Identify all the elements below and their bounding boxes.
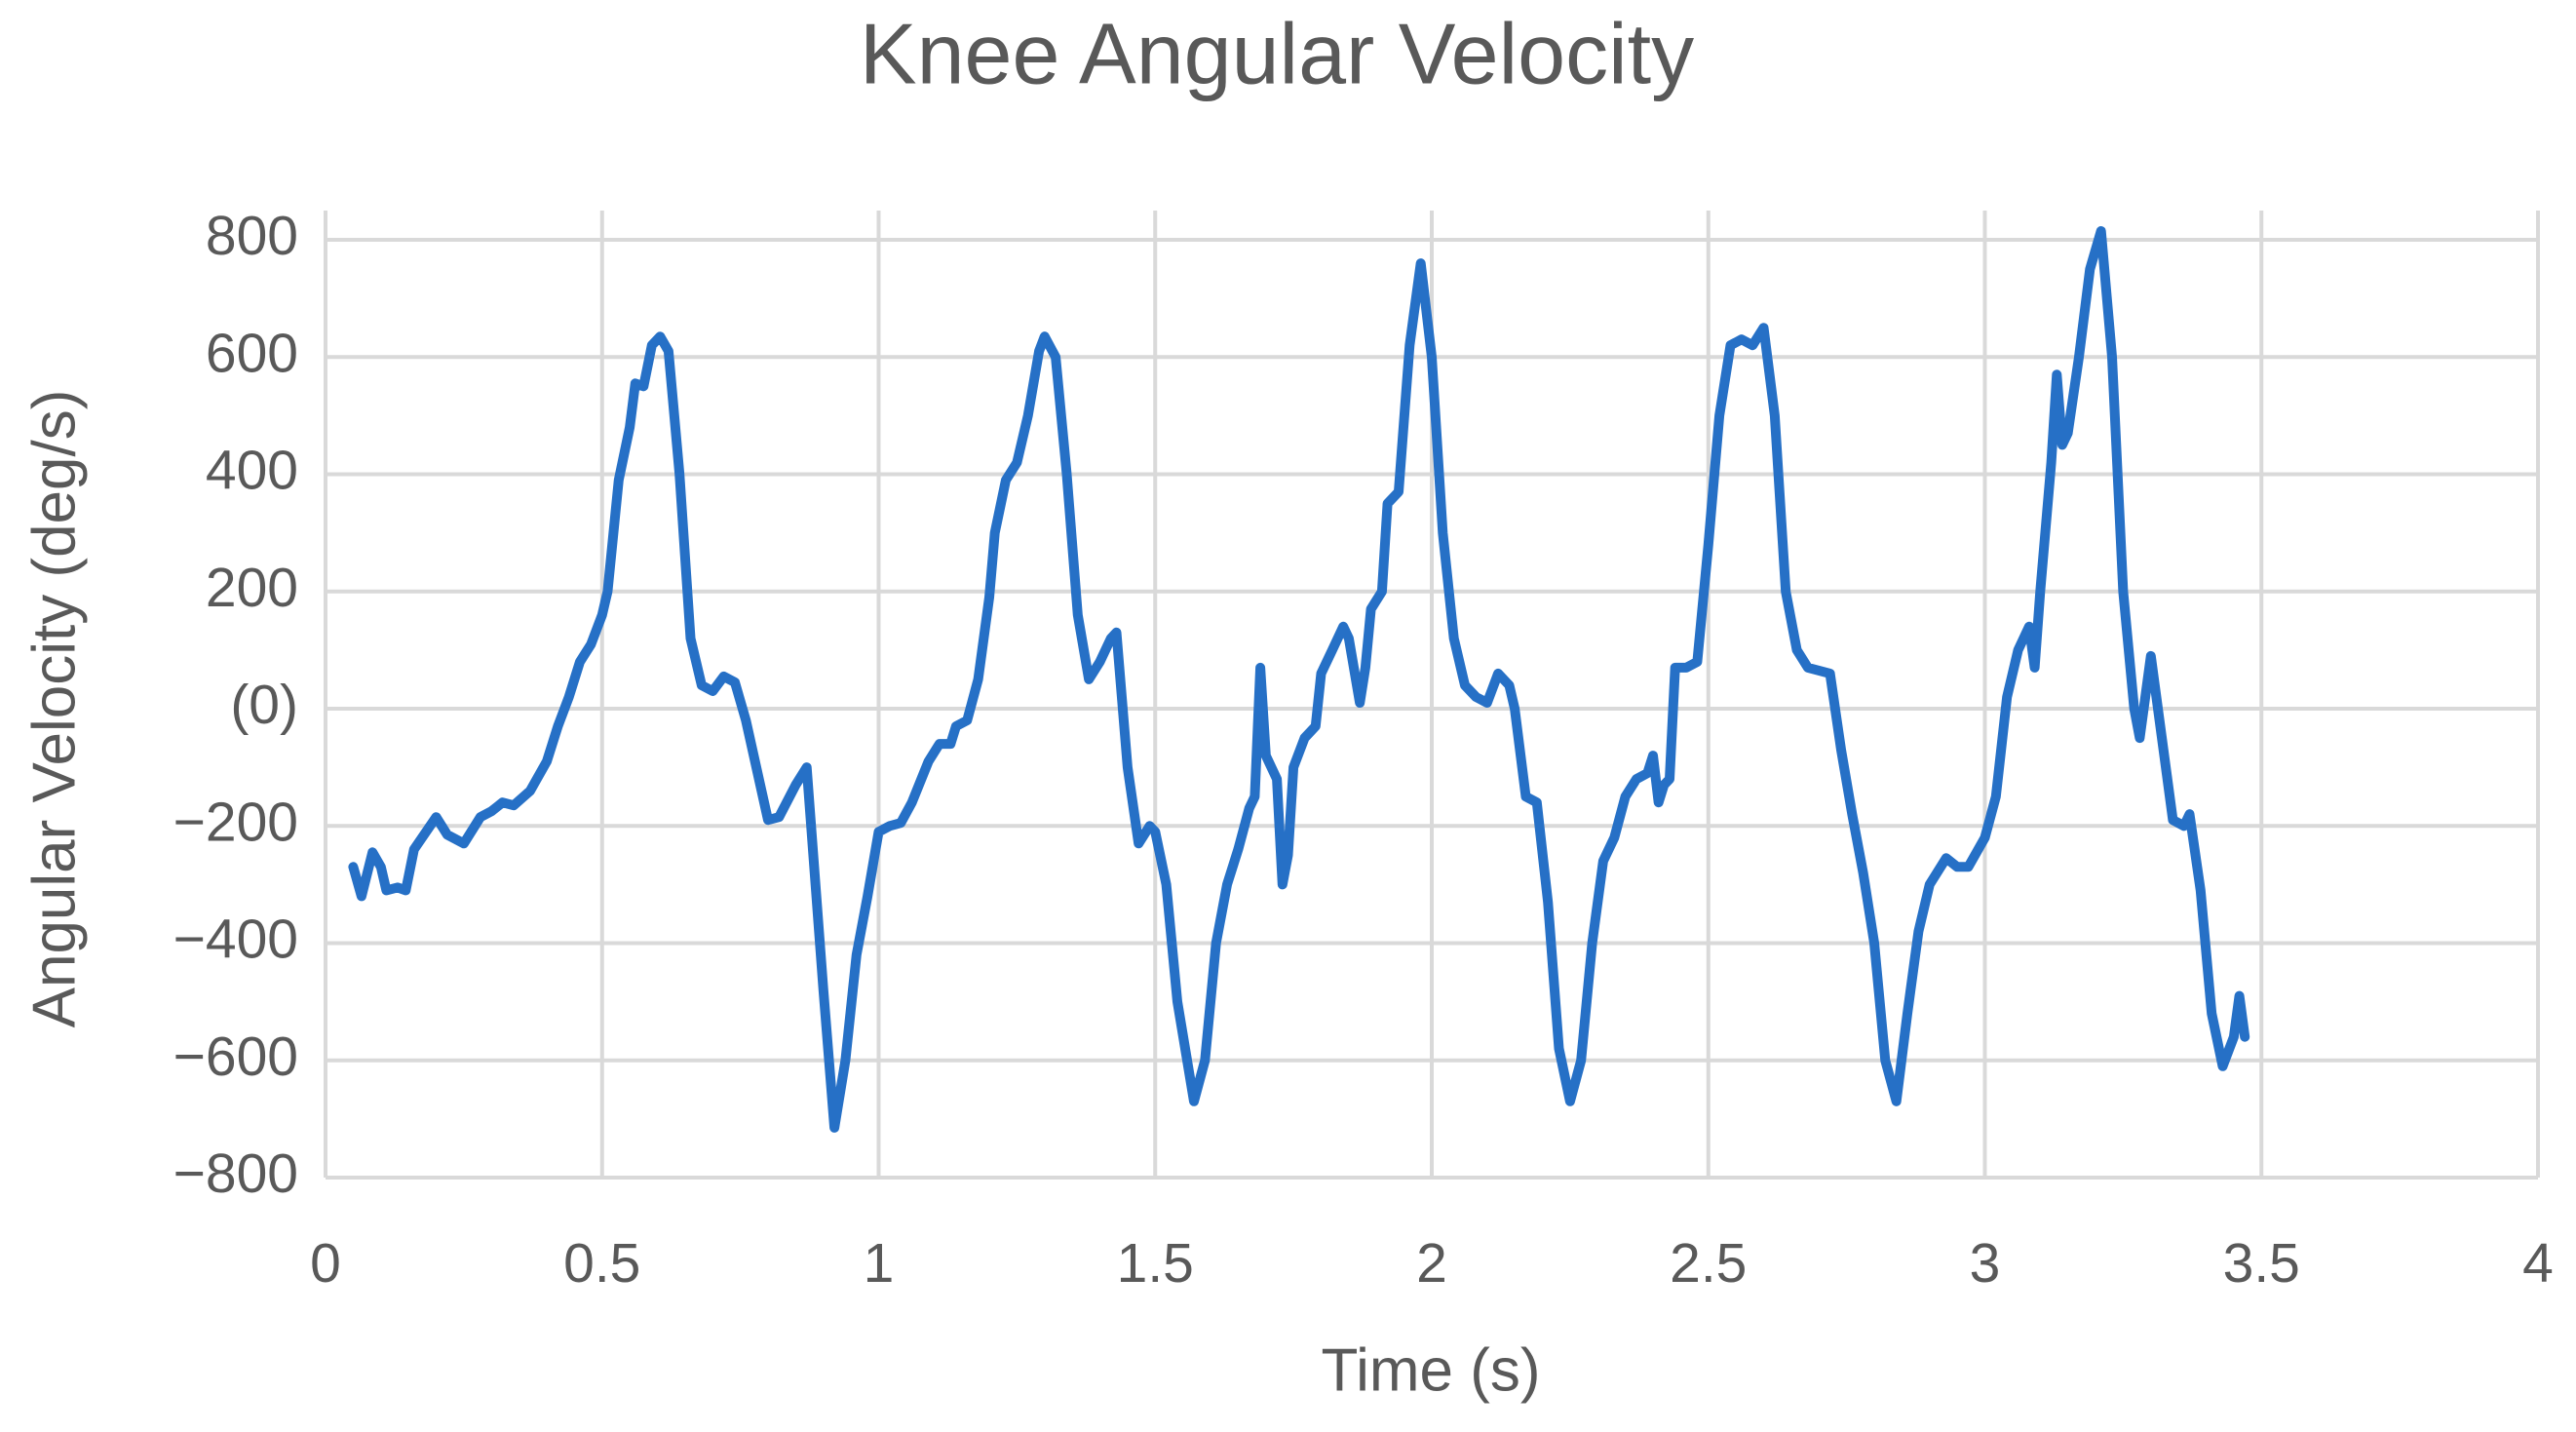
x-tick-label: 0.5 (563, 1232, 640, 1295)
x-tick-label: 1.5 (1117, 1232, 1194, 1295)
y-tick-label: 600 (206, 322, 298, 384)
data-line (348, 226, 2250, 1133)
x-tick-label: 3.5 (2223, 1232, 2300, 1295)
x-tick-label: 2.5 (1670, 1232, 1747, 1295)
y-tick-label: −200 (173, 791, 298, 853)
x-tick-label: 0 (310, 1232, 341, 1295)
y-tick-label: −800 (173, 1142, 298, 1205)
y-tick-label: 800 (206, 205, 298, 267)
chart-title: Knee Angular Velocity (860, 5, 1694, 101)
y-tick-label: −400 (173, 909, 298, 971)
x-tick-label: 2 (1416, 1232, 1447, 1295)
y-tick-label: −600 (173, 1026, 298, 1088)
x-tick-label: 1 (864, 1232, 895, 1295)
plot-area (348, 226, 2250, 1133)
y-axis-title: Angular Velocity (deg/s) (20, 390, 88, 1028)
y-tick-label: 200 (206, 557, 298, 619)
y-tick-label: 400 (206, 440, 298, 502)
x-tick-label: 4 (2522, 1232, 2554, 1295)
x-tick-label: 3 (1970, 1232, 2001, 1295)
y-tick-label: (0) (230, 674, 298, 736)
grid (324, 211, 2540, 1180)
x-axis-title: Time (s) (1322, 1336, 1541, 1404)
